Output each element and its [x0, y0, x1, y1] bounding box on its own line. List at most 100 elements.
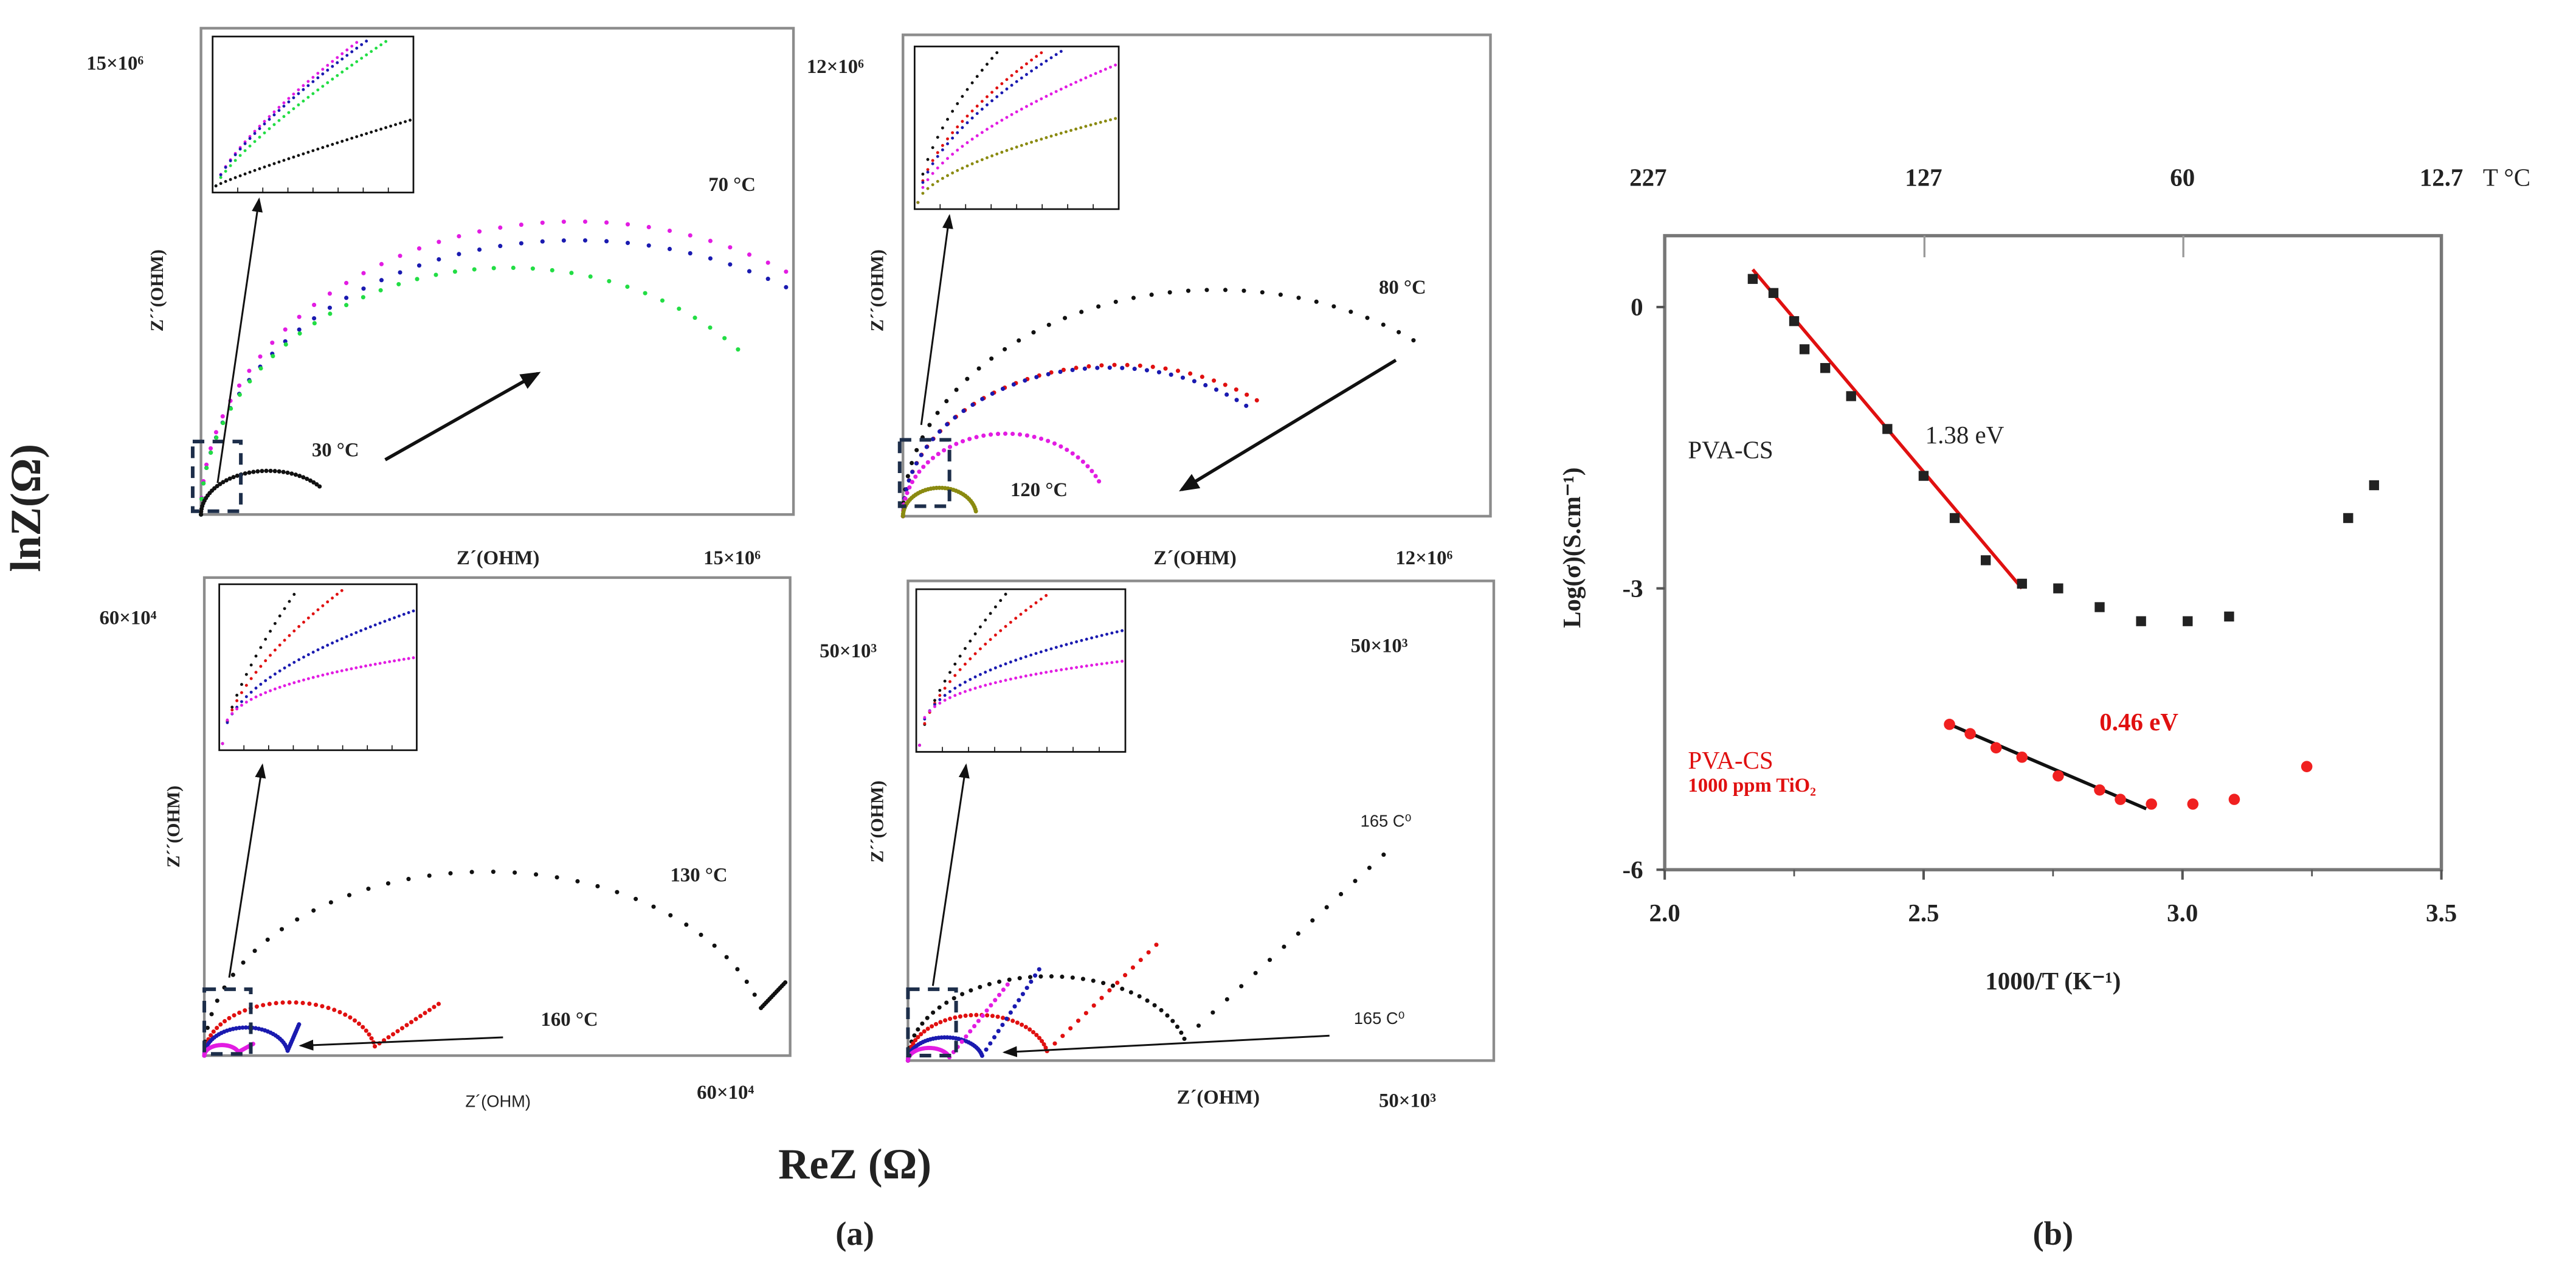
data-point: [237, 392, 242, 397]
inset-data-point: [336, 141, 339, 145]
inset-data-point: [316, 88, 320, 92]
y-axis-label: Z´´(OHM): [147, 249, 167, 331]
data-point: [990, 1014, 995, 1018]
data-point: [409, 1020, 414, 1025]
data-point: [1150, 364, 1155, 369]
inset-data-point: [938, 694, 942, 697]
data-point: [1101, 981, 1106, 986]
data-point-pva-cs: [1918, 471, 1929, 481]
inset-data-point: [978, 685, 982, 688]
inset-data-point: [283, 638, 286, 642]
inset-data-point: [969, 688, 972, 691]
inset-data-point: [1034, 673, 1038, 676]
data-point: [317, 484, 322, 489]
inset-data-point: [986, 128, 989, 131]
inset-data-point: [297, 92, 300, 95]
inset-data-point: [340, 71, 344, 74]
data-point: [385, 881, 391, 886]
data-point: [272, 469, 277, 474]
data-point: [752, 992, 757, 997]
inset-data-point: [1079, 126, 1083, 130]
data-point: [1085, 464, 1090, 469]
y-max-label: 12×10⁶: [807, 56, 864, 78]
data-point: [978, 984, 982, 989]
data-point: [1091, 1003, 1096, 1008]
zoom-region-marker: [906, 987, 958, 1058]
inset-data-point: [258, 125, 261, 128]
y-max-label: 50×10³: [820, 640, 877, 662]
data-point: [344, 303, 349, 308]
inset-data-point: [1035, 139, 1038, 142]
inset-data-point: [316, 147, 320, 151]
data-point: [976, 1018, 981, 1023]
data-point: [1082, 366, 1087, 371]
inset-data-point: [948, 680, 951, 683]
data-point: [784, 269, 789, 274]
data-point: [247, 470, 252, 475]
inset-data-point: [288, 682, 291, 686]
data-point: [367, 1032, 371, 1037]
data-point: [243, 471, 247, 476]
data-point: [937, 429, 942, 434]
data-point-pva-cs: [1846, 391, 1856, 401]
data-point: [660, 298, 665, 303]
inset-data-point: [254, 686, 258, 690]
inset-data-point: [993, 681, 997, 685]
data-point: [1096, 304, 1101, 309]
inset-data-point: [240, 704, 243, 707]
x-max-label: 15×10⁶: [703, 547, 761, 569]
data-series-group: [199, 219, 789, 517]
data-point: [708, 325, 713, 330]
inset-data-point: [221, 742, 224, 745]
data-point: [1038, 974, 1043, 979]
inset-data-point: [326, 63, 330, 67]
data-point: [968, 1029, 973, 1034]
data-point: [1070, 367, 1075, 372]
inset-data-point: [283, 607, 286, 610]
inset-data-point: [1029, 673, 1033, 677]
data-point: [311, 480, 316, 485]
inset-data-point: [1024, 105, 1028, 108]
data-point: [215, 1025, 219, 1031]
inset-data-point: [963, 647, 967, 650]
data-point: [1049, 974, 1054, 979]
x-tick-label: 2.0: [1649, 899, 1680, 927]
data-point-pva-cs: [2053, 583, 2063, 593]
data-point: [205, 1025, 210, 1030]
inset-data-point: [978, 625, 982, 629]
data-point: [708, 256, 713, 261]
data-point: [237, 383, 242, 388]
data-point: [243, 1008, 247, 1013]
data-point: [208, 446, 213, 451]
inset-data-point: [292, 96, 295, 100]
inset-data-point: [1080, 665, 1083, 668]
data-point: [1020, 1022, 1024, 1027]
inset-data-point: [923, 716, 927, 719]
inset-data-point: [1029, 653, 1033, 657]
inset-data-point: [321, 85, 325, 88]
data-point: [344, 280, 349, 285]
inset-data-point: [321, 72, 325, 76]
inset-data-point: [936, 136, 939, 139]
x-axis-label: Z´(OHM): [457, 547, 539, 569]
data-point: [595, 884, 600, 888]
data-point: [1245, 392, 1249, 397]
data-point: [214, 435, 219, 440]
data-point: [910, 469, 915, 474]
pointer-arrow: [1002, 1034, 1330, 1057]
inset-data-point: [941, 144, 944, 147]
x-tick-label: 3.0: [2167, 899, 2198, 927]
inset-data-point: [993, 605, 997, 609]
inset-data-point: [321, 67, 325, 71]
data-point: [1001, 987, 1006, 992]
data-point: [1065, 448, 1069, 452]
inset-data-point: [297, 154, 300, 157]
inset-data-point: [961, 167, 964, 170]
data-point: [1017, 998, 1021, 1003]
inset-data-point: [1040, 63, 1043, 66]
data-point: [320, 1004, 325, 1009]
data-point: [279, 927, 285, 932]
inset-data-point: [951, 153, 955, 156]
inset-data-point: [297, 88, 300, 92]
data-point: [905, 474, 910, 479]
